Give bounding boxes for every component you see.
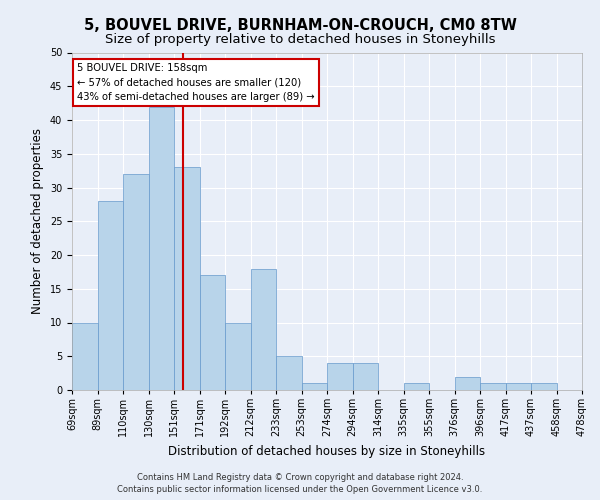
Bar	[455, 376, 480, 390]
Bar	[174, 167, 199, 390]
Bar	[72, 322, 97, 390]
Bar	[225, 322, 251, 390]
Bar	[505, 383, 531, 390]
Bar	[302, 383, 327, 390]
Y-axis label: Number of detached properties: Number of detached properties	[31, 128, 44, 314]
Bar	[531, 383, 557, 390]
Text: Size of property relative to detached houses in Stoneyhills: Size of property relative to detached ho…	[105, 32, 495, 46]
Bar	[327, 363, 353, 390]
Bar	[123, 174, 149, 390]
Text: Contains HM Land Registry data © Crown copyright and database right 2024.
Contai: Contains HM Land Registry data © Crown c…	[118, 472, 482, 494]
Bar	[276, 356, 302, 390]
Bar	[353, 363, 378, 390]
Bar	[404, 383, 429, 390]
Bar	[480, 383, 505, 390]
Bar	[199, 275, 225, 390]
Bar	[251, 268, 276, 390]
Text: 5 BOUVEL DRIVE: 158sqm
← 57% of detached houses are smaller (120)
43% of semi-de: 5 BOUVEL DRIVE: 158sqm ← 57% of detached…	[77, 62, 315, 102]
Text: 5, BOUVEL DRIVE, BURNHAM-ON-CROUCH, CM0 8TW: 5, BOUVEL DRIVE, BURNHAM-ON-CROUCH, CM0 …	[83, 18, 517, 32]
X-axis label: Distribution of detached houses by size in Stoneyhills: Distribution of detached houses by size …	[169, 444, 485, 458]
Bar	[149, 106, 174, 390]
Bar	[97, 201, 123, 390]
